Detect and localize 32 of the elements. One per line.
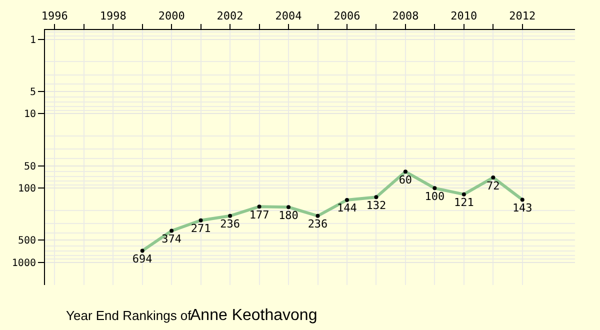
data-label: 132 — [366, 198, 386, 212]
x-tick-label: 2010 — [450, 10, 478, 23]
data-label: 694 — [132, 252, 153, 266]
x-tick-label: 2006 — [334, 10, 360, 23]
x-tick-label: 2004 — [275, 10, 302, 23]
data-label: 236 — [220, 218, 240, 231]
y-tick-label: 50 — [24, 161, 36, 172]
text: Year End Rankings of — [66, 308, 192, 323]
data-label: 60 — [398, 173, 412, 186]
y-tick-label: 100 — [18, 184, 36, 195]
data-label: 236 — [308, 218, 328, 231]
x-tick-label: 2002 — [216, 10, 244, 23]
x-tick-label: 1998 — [100, 10, 126, 23]
x-tick-label: 2000 — [158, 10, 185, 23]
data-label: 121 — [454, 196, 474, 210]
y-tick-label: 10 — [24, 109, 36, 120]
data-label: 271 — [190, 222, 211, 236]
x-tick-label: 1996 — [41, 10, 68, 23]
x-tick-label: 2012 — [509, 10, 536, 23]
data-label: 177 — [249, 208, 270, 222]
y-tick-label: 1 — [30, 34, 36, 46]
y-tick-label: 500 — [18, 236, 36, 247]
x-tick-label: 2008 — [392, 10, 419, 23]
data-label: 374 — [162, 232, 182, 246]
y-tick-label: 5 — [30, 86, 36, 98]
data-label: 100 — [424, 190, 445, 203]
data-label: 143 — [512, 201, 532, 214]
data-label: 180 — [278, 208, 298, 222]
y-tick-label: 1000 — [12, 258, 36, 270]
data-label: 144 — [337, 202, 358, 215]
text: Anne Keothavong — [190, 307, 318, 324]
data-label: 72 — [486, 179, 500, 192]
